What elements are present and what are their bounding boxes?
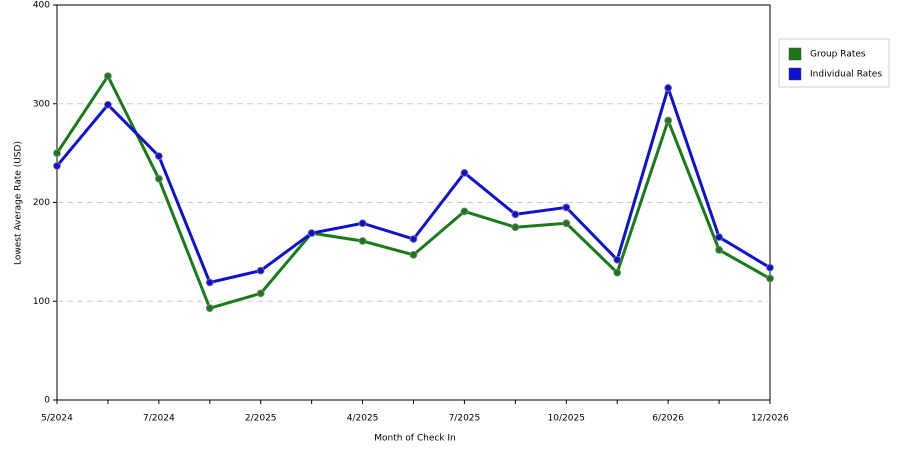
data-point xyxy=(511,223,520,232)
data-point xyxy=(53,162,61,170)
legend-swatch xyxy=(788,47,802,61)
plot-area xyxy=(56,4,771,401)
legend-swatch xyxy=(788,67,802,81)
data-point xyxy=(562,203,571,212)
data-point xyxy=(104,100,112,109)
data-point xyxy=(409,235,418,243)
data-point xyxy=(460,168,469,177)
data-point xyxy=(53,149,61,158)
x-tick-label: 12/2026 xyxy=(751,414,789,424)
data-point xyxy=(104,72,112,80)
data-point xyxy=(715,233,723,241)
y-tick-label: 300 xyxy=(33,99,50,109)
data-point xyxy=(256,266,265,275)
legend-label: Individual Rates xyxy=(810,70,882,80)
y-axis-label: Lowest Average Rate (USD) xyxy=(14,141,24,265)
data-point xyxy=(511,210,520,219)
data-point xyxy=(205,304,214,313)
data-point xyxy=(613,255,622,264)
x-tick-label: 7/2024 xyxy=(143,414,175,424)
data-point xyxy=(664,116,673,125)
x-tick-label: 2/2025 xyxy=(245,414,277,424)
x-tick-label: 6/2026 xyxy=(652,414,684,424)
data-point xyxy=(205,278,214,287)
data-point xyxy=(664,84,673,92)
x-tick-label: 5/2024 xyxy=(41,414,73,424)
data-point xyxy=(460,207,469,216)
x-axis-label: Month of Check In xyxy=(374,434,456,444)
y-tick-label: 0 xyxy=(44,396,50,406)
data-point xyxy=(409,250,418,259)
x-tick-label: 4/2025 xyxy=(347,414,379,424)
data-point xyxy=(766,274,774,283)
legend-label: Group Rates xyxy=(810,50,866,60)
y-tick-label: 200 xyxy=(33,198,50,208)
data-point xyxy=(358,219,367,228)
data-point xyxy=(613,268,622,277)
data-point xyxy=(256,289,265,298)
data-point xyxy=(154,152,163,160)
data-point xyxy=(358,237,367,245)
data-point xyxy=(715,245,723,254)
data-point xyxy=(766,263,774,272)
data-point xyxy=(307,229,316,238)
x-tick-label: 7/2025 xyxy=(449,414,481,424)
x-tick-label: 10/2025 xyxy=(548,414,585,424)
data-point xyxy=(154,174,163,183)
y-tick-label: 400 xyxy=(33,1,50,11)
y-tick-label: 100 xyxy=(33,297,50,307)
data-point xyxy=(562,219,571,228)
